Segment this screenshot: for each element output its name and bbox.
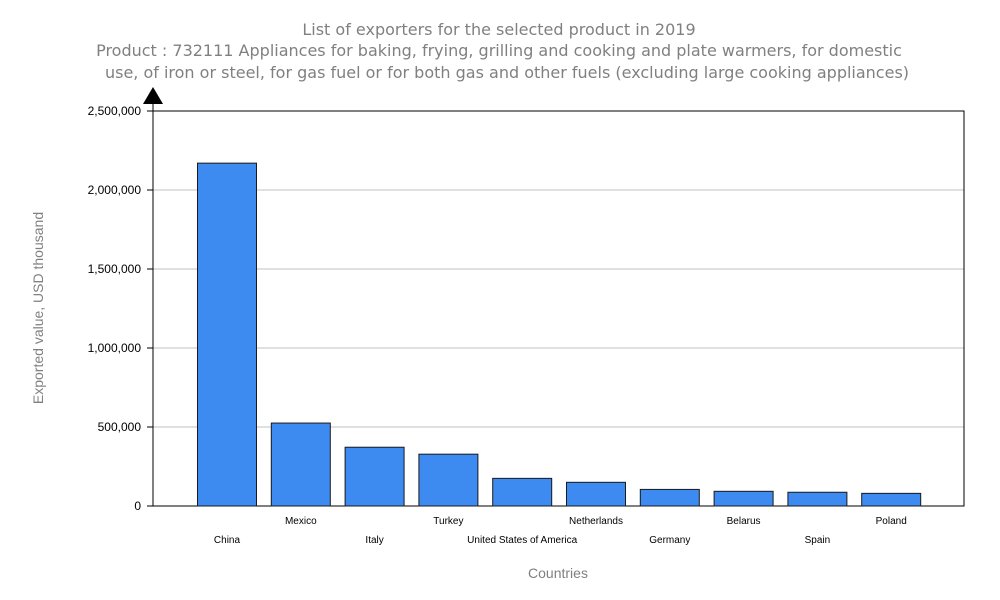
bar-united-states-of-america	[492, 477, 553, 507]
chart-title: List of exporters for the selected produ…	[302, 20, 695, 39]
y-tick-label: 1,000,000	[88, 341, 142, 355]
x-axis-title: Countries	[528, 565, 588, 581]
x-category-label: Poland	[876, 516, 907, 527]
bar-turkey	[418, 453, 479, 507]
x-category-label: Turkey	[433, 516, 463, 527]
x-axis-category-labels: China Mexico Italy Turkey United States of A…	[214, 516, 907, 546]
x-category-label: United States of America	[467, 535, 577, 546]
x-category-label: Mexico	[285, 516, 317, 527]
bar-china	[197, 162, 257, 507]
x-category-label: Netherlands	[569, 516, 623, 527]
x-category-label: Spain	[805, 535, 831, 546]
bar-netherlands	[566, 481, 626, 507]
y-tick-label: 500,000	[98, 420, 142, 434]
bars	[197, 162, 922, 507]
y-axis-arrow-icon	[143, 87, 163, 104]
grid-lines	[153, 189, 964, 428]
x-category-label: Belarus	[727, 516, 761, 527]
chart-subtitle-line-2: use, of iron or steel, for gas fuel or f…	[105, 63, 909, 82]
y-tick-label: 1,500,000	[88, 262, 142, 276]
bar-mexico	[270, 422, 331, 507]
chart-subtitle-line-1: Product : 732111 Appliances for baking, …	[96, 41, 902, 60]
bar-belarus	[713, 490, 774, 507]
bar-germany	[639, 488, 700, 507]
y-tick-label: 0	[134, 499, 141, 513]
y-axis-title: Exported value, USD thousand	[30, 212, 46, 404]
bar-spain	[787, 491, 848, 507]
x-category-label: Italy	[365, 535, 383, 546]
y-tick-label: 2,000,000	[88, 183, 142, 197]
bar-poland	[861, 492, 922, 507]
x-category-label: Germany	[649, 535, 690, 546]
x-category-label: China	[214, 535, 241, 546]
y-tick-label: 2,500,000	[88, 104, 142, 118]
y-axis-tick-labels: 0 500,000 1,000,000 1,500,000 2,000,000 2,500…	[88, 104, 153, 513]
bar-italy	[344, 446, 405, 507]
